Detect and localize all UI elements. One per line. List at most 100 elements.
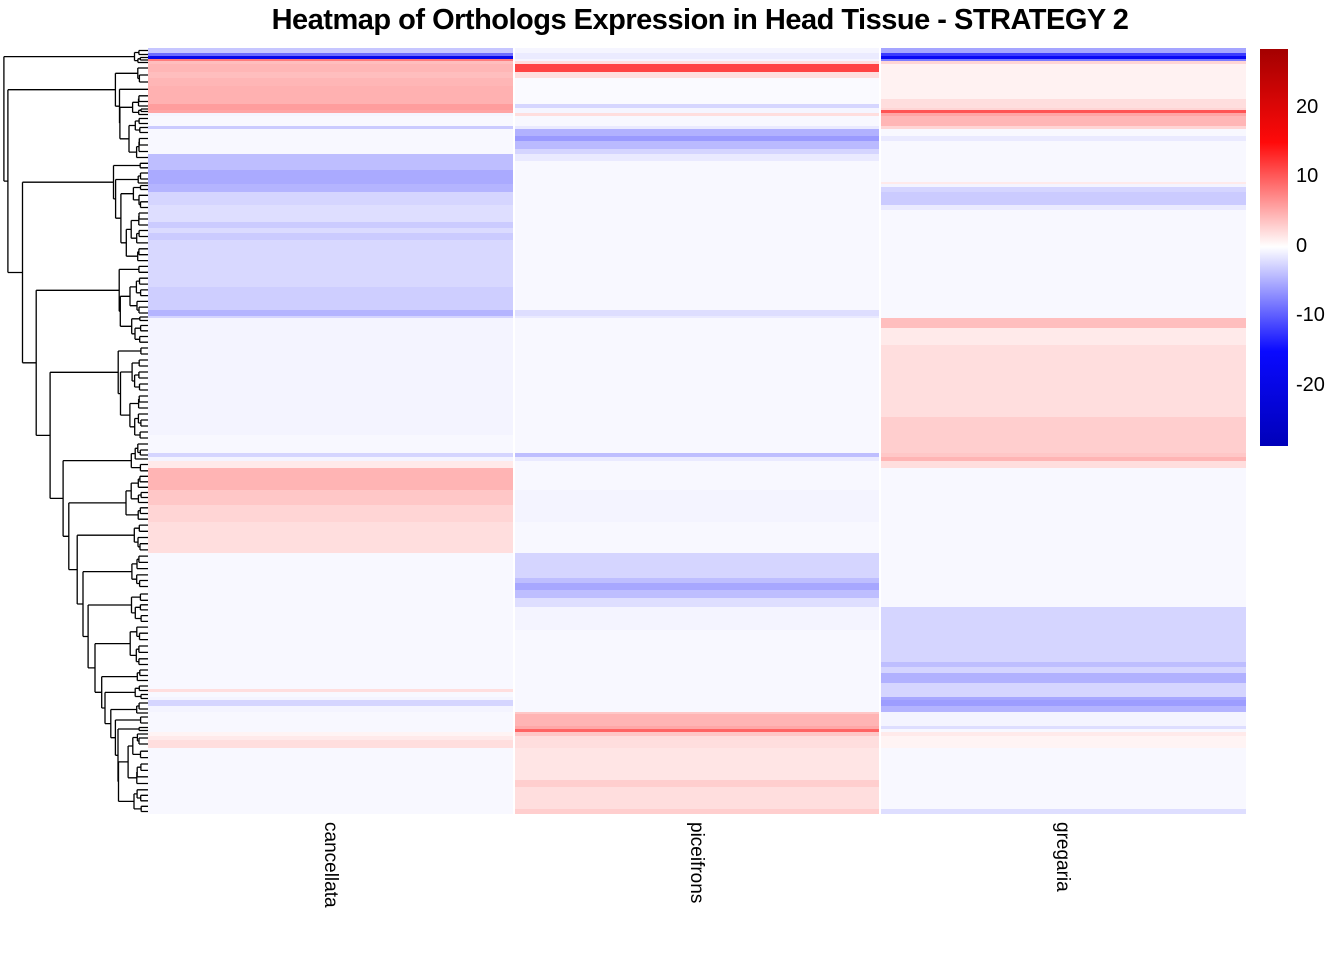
heatmap-band-cell	[514, 553, 880, 578]
heatmap-band-cell	[514, 318, 880, 328]
legend-tick-label: 10	[1296, 165, 1319, 188]
heatmap-band-cell	[148, 809, 513, 814]
heatmap-band-cell	[148, 184, 513, 187]
heatmap-band-cell	[148, 787, 513, 809]
heatmap-band-cell	[514, 99, 880, 104]
heatmap-band-cell	[514, 328, 880, 345]
heatmap-band-cell	[514, 700, 880, 706]
heatmap-band-cell	[514, 61, 880, 64]
heatmap-band-cell	[881, 310, 1246, 316]
heatmap-band-cell	[881, 453, 1246, 457]
heatmap-band-cell	[148, 689, 513, 692]
heatmap-band-cell	[148, 453, 513, 457]
heatmap-band-cell	[148, 748, 513, 780]
heatmap-band-cell	[881, 59, 1246, 61]
heatmap-band-cell	[514, 673, 880, 683]
heatmap-band-cell	[148, 780, 513, 787]
heatmap-band-cell	[514, 187, 880, 192]
heatmap-band-cell	[148, 607, 513, 630]
heatmap-band-cell	[148, 59, 513, 61]
heatmap-band-cell	[881, 72, 1246, 78]
heatmap-band-cell	[148, 714, 513, 726]
heatmap-band-cell	[148, 697, 513, 700]
heatmap-band-cell	[881, 607, 1246, 630]
heatmap-band-cell	[881, 53, 1246, 56]
heatmap-band-cell	[514, 86, 880, 99]
heatmap-band-cell	[148, 64, 513, 72]
heatmap-band-cell	[148, 192, 513, 205]
heatmap-band-cell	[148, 154, 513, 161]
heatmap-band-cell	[514, 787, 880, 809]
legend-tick-label: 20	[1296, 95, 1319, 118]
heatmap-band-cell	[514, 108, 880, 110]
heatmap-band-cell	[148, 318, 513, 328]
heatmap-band-cell	[148, 740, 513, 748]
heatmap-band-cell	[514, 417, 880, 435]
heatmap-band-cell	[881, 210, 1246, 222]
heatmap-band-cell	[148, 110, 513, 113]
heatmap-band-cell	[881, 683, 1246, 689]
heatmap-band-cell	[514, 578, 880, 583]
heatmap-band-cell	[148, 99, 513, 104]
heatmap-band-cell	[514, 64, 880, 72]
heatmap-band-cell	[881, 522, 1246, 553]
heatmap-band-cell	[881, 108, 1246, 110]
heatmap-band-cell	[881, 287, 1246, 310]
heatmap-band-cell	[148, 48, 513, 53]
heatmap-band-cell	[881, 182, 1246, 184]
heatmap-band-cell	[881, 99, 1246, 104]
heatmap-band-cell	[881, 233, 1246, 240]
heatmap-band-cell	[514, 78, 880, 86]
heatmap-band-cell	[148, 712, 513, 714]
heatmap-band-cell	[881, 630, 1246, 662]
heatmap-band-cell	[881, 417, 1246, 435]
heatmap-band-cell	[881, 184, 1246, 187]
heatmap-band-cell	[148, 205, 513, 210]
heatmap-band-cell	[881, 583, 1246, 590]
heatmap-band-cell	[881, 689, 1246, 692]
heatmap-band-cell	[148, 553, 513, 578]
column-label-piceifrons: piceifrons	[686, 822, 707, 904]
heatmap-band-cell	[881, 141, 1246, 149]
heatmap-band-cell	[514, 233, 880, 240]
heatmap-band-cell	[514, 113, 880, 116]
heatmap-band-cell	[148, 578, 513, 583]
heatmap-band-cell	[148, 233, 513, 240]
heatmap-band-cell	[514, 590, 880, 598]
heatmap-band-cell	[514, 126, 880, 129]
column-label-cancellata: cancellata	[320, 822, 341, 908]
heatmap-band-cell	[514, 726, 880, 729]
heatmap-band-cell	[881, 787, 1246, 809]
heatmap-band-cell	[514, 129, 880, 136]
heatmap-band-cell	[148, 240, 513, 287]
heatmap-band-cell	[148, 457, 513, 461]
heatmap-band-cell	[514, 692, 880, 697]
heatmap-band-cell	[881, 736, 1246, 740]
heatmap-band-cell	[148, 345, 513, 417]
heatmap-band-cell	[514, 161, 880, 170]
heatmap-band-cell	[514, 706, 880, 712]
heatmap-band-cell	[148, 673, 513, 683]
heatmap-band-cell	[514, 182, 880, 184]
heatmap-band-cell	[148, 86, 513, 99]
heatmap-band-cell	[514, 607, 880, 630]
heatmap-band-cell	[514, 222, 880, 228]
heatmap-band-cell	[514, 141, 880, 149]
heatmap-band-cell	[881, 590, 1246, 598]
heatmap-band-cell	[514, 435, 880, 453]
heatmap-band-cell	[514, 468, 880, 490]
heatmap-band-cell	[148, 108, 513, 110]
heatmap-band-cell	[514, 740, 880, 748]
heatmap-band-cell	[514, 714, 880, 726]
heatmap-band-cell	[881, 662, 1246, 667]
heatmap-band-cell	[514, 712, 880, 714]
heatmap-band-cell	[881, 149, 1246, 154]
heatmap-band-cell	[148, 590, 513, 598]
heatmap-band-cell	[514, 748, 880, 780]
heatmap-band-cell	[881, 706, 1246, 712]
heatmap-band-cell	[881, 780, 1246, 787]
heatmap-band-cell	[881, 468, 1246, 490]
heatmap-band-cell	[881, 228, 1246, 233]
heatmap-band-cell	[881, 692, 1246, 697]
